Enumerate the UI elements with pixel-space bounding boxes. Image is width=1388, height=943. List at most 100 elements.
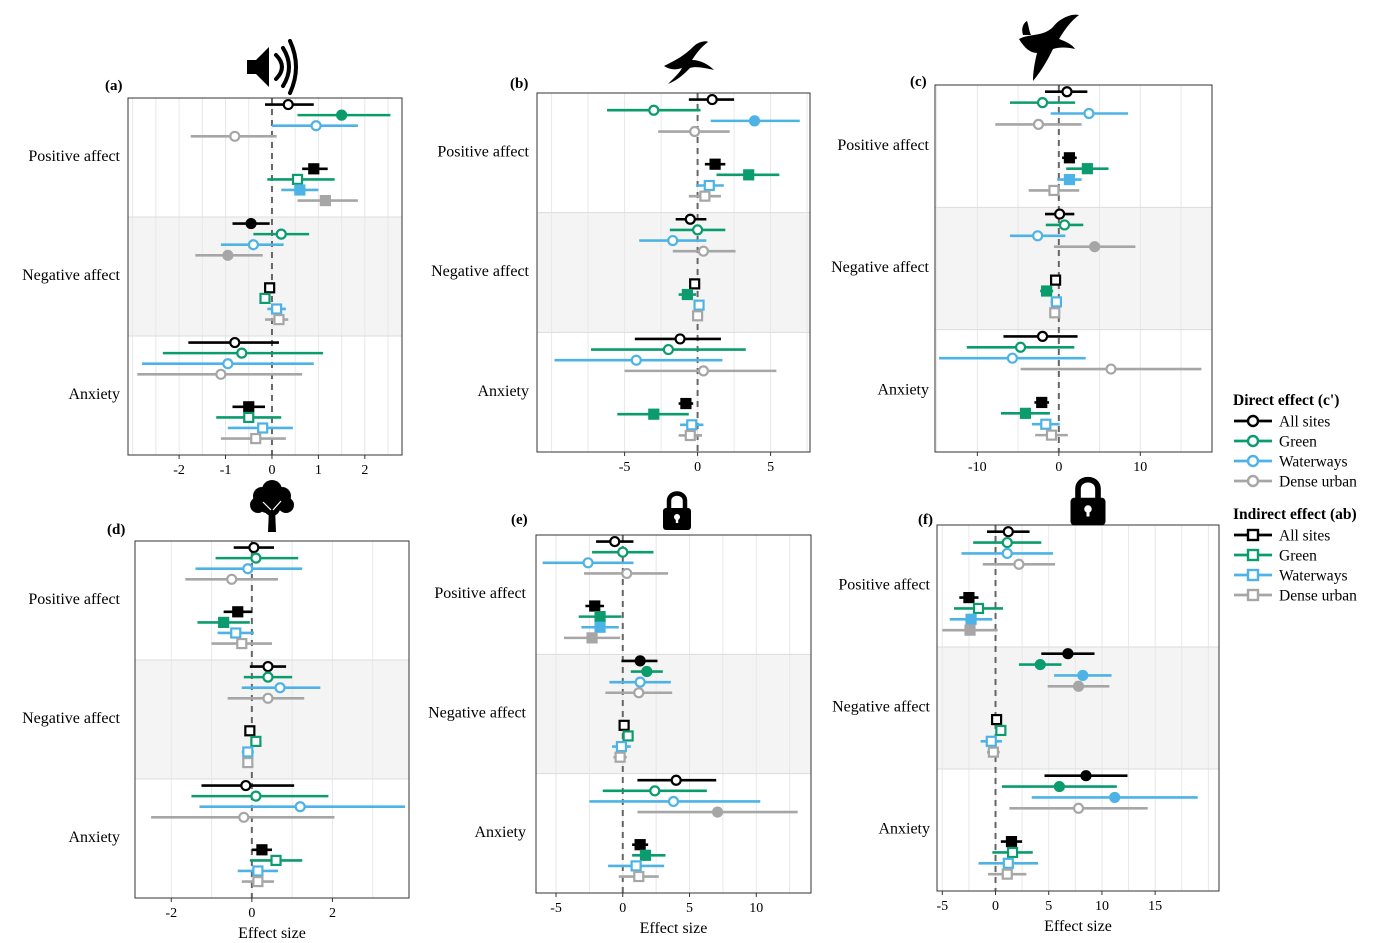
indirect-all-sites-anxiety-point bbox=[1037, 398, 1046, 407]
indirect-dense-urban-anxiety-point bbox=[253, 877, 262, 886]
legend-direct-green: Green bbox=[1234, 434, 1317, 451]
panel-d: Positive affect Negative affect Anxiety -2 0… bbox=[22, 480, 409, 942]
legend: Direct effect (c') Indirect effect (ab) … bbox=[1233, 392, 1357, 605]
panel-c: Positive affectNegative affectAnxiety-10… bbox=[831, 15, 1212, 475]
group-label-negative-affect: Negative affect bbox=[428, 705, 526, 722]
indirect-dense-urban-positive-affect-point bbox=[1049, 186, 1058, 195]
legend-label: Waterways bbox=[1279, 568, 1347, 585]
x-tick-label: 0 bbox=[619, 901, 626, 916]
direct-all-sites-positive-affect-point bbox=[284, 100, 293, 109]
indirect-all-sites-anxiety-point bbox=[244, 402, 253, 411]
indirect-waterways-anxiety-point bbox=[1004, 859, 1013, 868]
indirect-all-sites-positive-affect-point bbox=[711, 160, 720, 169]
direct-waterways-positive-affect-point bbox=[243, 564, 252, 573]
lock-open-icon-shape bbox=[663, 494, 691, 531]
group-label-negative-affect: Negative affect bbox=[832, 699, 930, 716]
x-tick-label: 0 bbox=[992, 899, 999, 914]
direct-waterways-negative-affect-point bbox=[249, 240, 258, 249]
group-label-positive-affect: Positive affect bbox=[838, 577, 930, 594]
x-tick-label: -5 bbox=[619, 460, 631, 475]
x-tick-label: 10 bbox=[1133, 460, 1147, 475]
direct-all-sites-negative-affect-point bbox=[263, 662, 272, 671]
lock-shackle bbox=[1078, 480, 1098, 499]
indirect-green-anxiety-point bbox=[649, 410, 658, 419]
direct-green-negative-affect-point bbox=[693, 225, 702, 234]
direct-green-anxiety-point bbox=[237, 349, 246, 358]
indirect-dense-urban-negative-affect-point bbox=[274, 315, 283, 324]
direct-all-sites-anxiety-point bbox=[672, 776, 681, 785]
indirect-dense-urban-positive-affect-point bbox=[237, 639, 246, 648]
indirect-all-sites-negative-affect-point bbox=[992, 715, 1001, 724]
direct-dense-urban-negative-affect-point bbox=[1074, 682, 1083, 691]
direct-all-sites-positive-affect-point bbox=[1062, 87, 1071, 96]
speaker-icon bbox=[247, 41, 296, 93]
direct-green-positive-affect-point bbox=[251, 554, 260, 563]
indirect-waterways-negative-affect-point bbox=[617, 742, 626, 751]
indirect-all-sites-negative-affect-point bbox=[265, 283, 274, 292]
direct-waterways-positive-affect-point bbox=[750, 116, 759, 125]
indirect-green-negative-affect-point bbox=[251, 737, 260, 746]
direct-all-sites-negative-affect-point bbox=[1055, 210, 1064, 219]
indirect-dense-urban-positive-affect-point bbox=[700, 192, 709, 201]
indirect-green-negative-affect-point bbox=[624, 731, 633, 740]
panel-letter: (e) bbox=[511, 512, 528, 528]
direct-dense-urban-negative-affect-point bbox=[223, 251, 232, 260]
indirect-dense-urban-anxiety-point bbox=[686, 431, 695, 440]
indirect-dense-urban-anxiety-point bbox=[251, 434, 260, 443]
direct-green-positive-affect-point bbox=[1038, 98, 1047, 107]
indirect-all-sites-positive-affect-point bbox=[964, 593, 973, 602]
x-tick-label: 0 bbox=[1055, 460, 1062, 475]
direct-dense-urban-anxiety-point bbox=[239, 813, 248, 822]
direct-waterways-anxiety-point bbox=[632, 356, 641, 365]
indirect-dense-urban-positive-affect-point bbox=[965, 626, 974, 635]
legend-marker bbox=[1248, 590, 1258, 600]
indirect-all-sites-negative-affect-point bbox=[690, 279, 699, 288]
lock-closed-icon-shape bbox=[1071, 480, 1106, 526]
indirect-waterways-negative-affect-point bbox=[272, 304, 281, 313]
lock-keyhole-slot bbox=[1087, 509, 1090, 517]
indirect-waterways-anxiety-point bbox=[253, 866, 262, 875]
indirect-green-negative-affect-point bbox=[683, 290, 692, 299]
direct-dense-urban-positive-affect-point bbox=[227, 575, 236, 584]
legend-direct-title: Direct effect (c') bbox=[1233, 392, 1339, 409]
indirect-all-sites-positive-affect-point bbox=[233, 607, 242, 616]
direct-dense-urban-positive-affect-point bbox=[690, 127, 699, 136]
group-label-anxiety: Anxiety bbox=[68, 386, 120, 403]
x-tick-label: -2 bbox=[173, 463, 185, 478]
indirect-dense-urban-anxiety-point bbox=[634, 872, 643, 881]
direct-dense-urban-anxiety-point bbox=[1106, 365, 1115, 374]
direct-green-negative-affect-point bbox=[1036, 660, 1045, 669]
direct-green-anxiety-point bbox=[650, 786, 659, 795]
indirect-waterways-positive-affect-point bbox=[295, 185, 304, 194]
direct-dense-urban-negative-affect-point bbox=[263, 694, 272, 703]
direct-green-positive-affect-point bbox=[649, 106, 658, 115]
indirect-green-positive-affect-point bbox=[219, 618, 228, 627]
direct-green-anxiety-point bbox=[1055, 782, 1064, 791]
direct-waterways-anxiety-point bbox=[223, 359, 232, 368]
x-tick-label: -10 bbox=[968, 460, 987, 475]
x-tick-label: 0 bbox=[694, 460, 701, 475]
indirect-green-positive-affect-point bbox=[744, 170, 753, 179]
indirect-green-anxiety-point bbox=[641, 851, 650, 860]
panel-letter: (b) bbox=[510, 76, 528, 92]
indirect-green-negative-affect-point bbox=[261, 294, 270, 303]
lock-closed-icon bbox=[1071, 480, 1106, 526]
legend-marker bbox=[1248, 416, 1258, 426]
swift-silhouette bbox=[664, 41, 714, 84]
panel-b: Positive affectNegative affectAnxiety-5 0… bbox=[431, 41, 810, 475]
indirect-dense-urban-negative-affect-point bbox=[243, 758, 252, 767]
legend-direct-all-sites: All sites bbox=[1234, 414, 1330, 431]
group-label-negative-affect: Negative affect bbox=[22, 710, 120, 727]
x-axis-title: Effect size bbox=[640, 920, 708, 937]
legend-marker bbox=[1248, 570, 1258, 580]
legend-indirect-dense-urban: Dense urban bbox=[1234, 588, 1357, 605]
indirect-waterways-positive-affect-point bbox=[705, 181, 714, 190]
direct-all-sites-negative-affect-point bbox=[636, 656, 645, 665]
x-tick-label: 2 bbox=[329, 906, 336, 921]
direct-waterways-anxiety-point bbox=[1008, 354, 1017, 363]
direct-all-sites-negative-affect-point bbox=[247, 219, 256, 228]
group-label-positive-affect: Positive affect bbox=[28, 591, 120, 608]
direct-waterways-anxiety-point bbox=[296, 802, 305, 811]
legend-marker bbox=[1248, 456, 1258, 466]
tree-trunk bbox=[268, 508, 276, 532]
